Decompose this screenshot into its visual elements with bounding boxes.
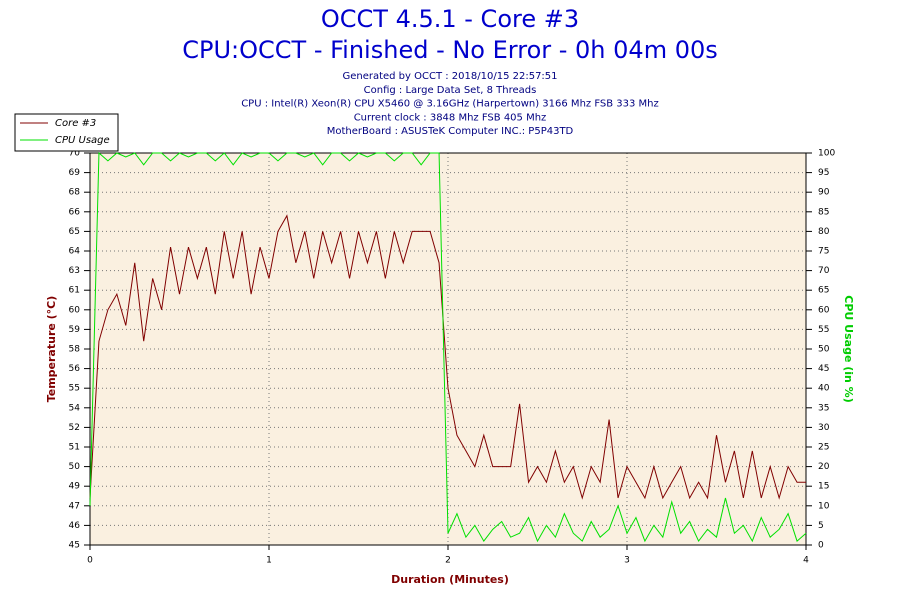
y-tick-label: 56 bbox=[69, 364, 81, 374]
y2-tick-label: 30 bbox=[818, 423, 830, 433]
info-line: Generated by OCCT : 2018/10/15 22:57:51 bbox=[342, 71, 557, 82]
legend-box bbox=[14, 113, 119, 152]
y-tick-label: 55 bbox=[69, 384, 80, 394]
y2-tick-label: 55 bbox=[818, 325, 829, 335]
y2-tick-label: 35 bbox=[818, 403, 829, 413]
y-tick-label: 69 bbox=[69, 168, 81, 178]
y2-tick-label: 70 bbox=[818, 266, 830, 276]
series-line bbox=[89, 214, 806, 500]
x-tick-label: 1 bbox=[266, 556, 272, 566]
y-axis-label: Temperature (°C) bbox=[45, 296, 58, 403]
x-tick-label: 3 bbox=[624, 556, 630, 566]
x-tick-label: 4 bbox=[803, 556, 809, 566]
y2-tick-label: 75 bbox=[818, 247, 829, 257]
y2-tick-label: 60 bbox=[818, 305, 830, 315]
y2-tick-label: 25 bbox=[818, 443, 829, 453]
y2-tick-label: 45 bbox=[818, 364, 829, 374]
y-tick-label: 49 bbox=[69, 482, 81, 492]
info-line: Current clock : 3848 Mhz FSB 405 Mhz bbox=[354, 112, 547, 123]
chart-title: OCCT 4.5.1 - Core #3 bbox=[321, 5, 579, 33]
y2-tick-label: 10 bbox=[818, 501, 830, 511]
y-tick-label: 68 bbox=[69, 188, 81, 198]
info-line: MotherBoard : ASUSTeK Computer INC.: P5P… bbox=[327, 126, 574, 137]
y2-tick-label: 85 bbox=[818, 207, 829, 217]
y-tick-label: 51 bbox=[69, 443, 80, 453]
y2-tick-label: 15 bbox=[818, 482, 829, 492]
y2-tick-label: 65 bbox=[818, 286, 829, 296]
y-tick-label: 59 bbox=[69, 325, 81, 335]
legend-label: CPU Usage bbox=[55, 135, 110, 146]
y-tick-label: 65 bbox=[69, 227, 80, 237]
legend-label: Core #3 bbox=[55, 118, 96, 129]
info-line: Config : Large Data Set, 8 Threads bbox=[364, 85, 537, 96]
y-tick-label: 64 bbox=[69, 247, 81, 257]
y-tick-label: 47 bbox=[69, 501, 80, 511]
y-tick-label: 66 bbox=[69, 207, 81, 217]
x-tick-label: 0 bbox=[87, 556, 93, 566]
x-axis-label: Duration (Minutes) bbox=[391, 573, 509, 586]
y-tick-label: 46 bbox=[69, 521, 81, 531]
y-tick-label: 52 bbox=[69, 423, 80, 433]
y2-tick-label: 95 bbox=[818, 168, 829, 178]
y2-tick-label: 80 bbox=[818, 227, 830, 237]
y2-tick-label: 0 bbox=[818, 541, 824, 551]
y2-tick-label: 40 bbox=[818, 384, 830, 394]
y-tick-label: 60 bbox=[69, 305, 81, 315]
y2-tick-label: 90 bbox=[818, 188, 830, 198]
y-tick-label: 63 bbox=[69, 266, 80, 276]
y-tick-label: 54 bbox=[69, 403, 81, 413]
y-tick-label: 45 bbox=[69, 541, 80, 551]
chart-subtitle: CPU:OCCT - Finished - No Error - 0h 04m … bbox=[182, 36, 718, 64]
info-line: CPU : Intel(R) Xeon(R) CPU X5460 @ 3.16G… bbox=[241, 99, 659, 110]
y2-tick-label: 20 bbox=[818, 462, 830, 472]
y2-tick-label: 5 bbox=[818, 521, 824, 531]
y-tick-label: 58 bbox=[69, 345, 81, 355]
series-line bbox=[89, 151, 807, 543]
x-tick-label: 2 bbox=[445, 556, 451, 566]
y-tick-label: 61 bbox=[69, 286, 80, 296]
y-tick-label: 70 bbox=[69, 149, 81, 159]
y2-tick-label: 100 bbox=[818, 149, 835, 159]
y-tick-label: 50 bbox=[69, 462, 81, 472]
plot-border bbox=[89, 152, 807, 546]
y2-axis-label: CPU Usage (in %) bbox=[842, 295, 855, 402]
y2-tick-label: 50 bbox=[818, 345, 830, 355]
